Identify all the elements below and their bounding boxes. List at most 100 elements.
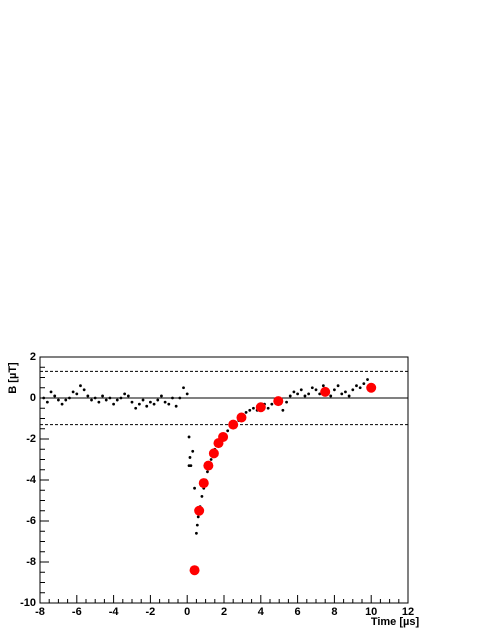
data-point [299,388,303,392]
data-point [141,398,145,402]
data-point [49,390,53,394]
data-point [119,396,123,400]
data-point [57,398,60,402]
data-point [112,402,115,406]
data-point [68,396,71,400]
data-point [310,386,314,390]
data-point [340,392,344,396]
data-point [64,398,68,402]
data-point [209,458,213,461]
data-point [358,386,362,390]
data-point [195,523,199,527]
data-point [198,478,209,489]
data-point [203,460,214,471]
y-tick-label: -10 [20,597,36,609]
data-point [137,402,141,406]
x-tick-label: 6 [295,606,301,618]
x-tick-label: -2 [146,606,156,618]
data-point [329,394,333,398]
data-point [281,408,285,412]
x-tick-label: -8 [35,606,45,618]
data-point [255,402,266,413]
data-point [145,404,149,408]
x-tick-label: -6 [72,606,82,618]
data-point [236,412,247,423]
x-tick-label: 4 [258,606,265,618]
data-point [108,396,112,400]
data-point [266,406,270,410]
data-point [336,384,340,388]
data-point [288,394,292,398]
data-point [228,419,239,430]
data-point [208,448,219,459]
data-point [189,565,200,576]
data-point [303,394,307,398]
data-point [189,464,193,468]
data-point [296,392,299,396]
data-point [149,400,152,404]
data-point [362,382,366,386]
data-point [351,388,355,392]
data-point [101,394,104,398]
data-point [86,394,90,398]
plot-frame [39,356,409,604]
y-tick-label: 0 [30,392,36,404]
data-point [82,388,86,392]
data-point [195,531,198,535]
data-point [182,386,185,390]
data-point [188,456,192,459]
data-point [321,384,325,388]
data-point [193,486,196,490]
data-point [75,392,79,396]
data-point [187,435,191,439]
data-point [45,400,49,404]
data-point [191,449,195,453]
x-tick-label: 2 [221,606,227,618]
x-tick-label: 0 [184,606,190,618]
data-point [167,402,171,406]
data-point [104,398,108,402]
x-tick-label: 10 [365,606,377,618]
y-axis-label: B [µT] [7,362,19,394]
x-tick-label: -4 [109,606,120,618]
data-point [314,388,318,392]
data-point [42,396,46,400]
data-point [134,406,138,410]
data-point [130,400,134,404]
data-point [366,382,377,393]
y-tick-label: -2 [26,433,36,445]
data-point [244,410,248,414]
data-point [347,394,351,398]
data-point [71,390,75,394]
data-point [344,390,347,394]
y-tick-label: -4 [26,474,37,486]
data-point [178,396,182,400]
y-tick-label: -6 [26,515,36,527]
data-point [226,429,230,433]
data-point [79,384,82,388]
x-tick-label: 12 [402,606,414,618]
data-point [196,515,200,519]
data-point [90,398,93,402]
data-point [206,470,209,474]
data-point [355,384,358,388]
data-point [292,390,296,394]
data-point [171,396,174,400]
y-tick-label: -8 [26,556,36,568]
data-point [126,394,130,398]
x-axis-label: Time [µs] [371,616,420,628]
data-point [174,404,178,408]
data-point [285,400,288,404]
data-point [185,392,189,396]
data-point [163,400,167,404]
data-point [270,402,274,406]
data-point [252,406,255,410]
data-point [123,392,127,396]
data-point [320,386,331,397]
data-point [366,378,369,381]
data-point [248,408,252,412]
data-point [60,402,64,406]
data-point [53,394,57,398]
data-point [218,431,229,442]
